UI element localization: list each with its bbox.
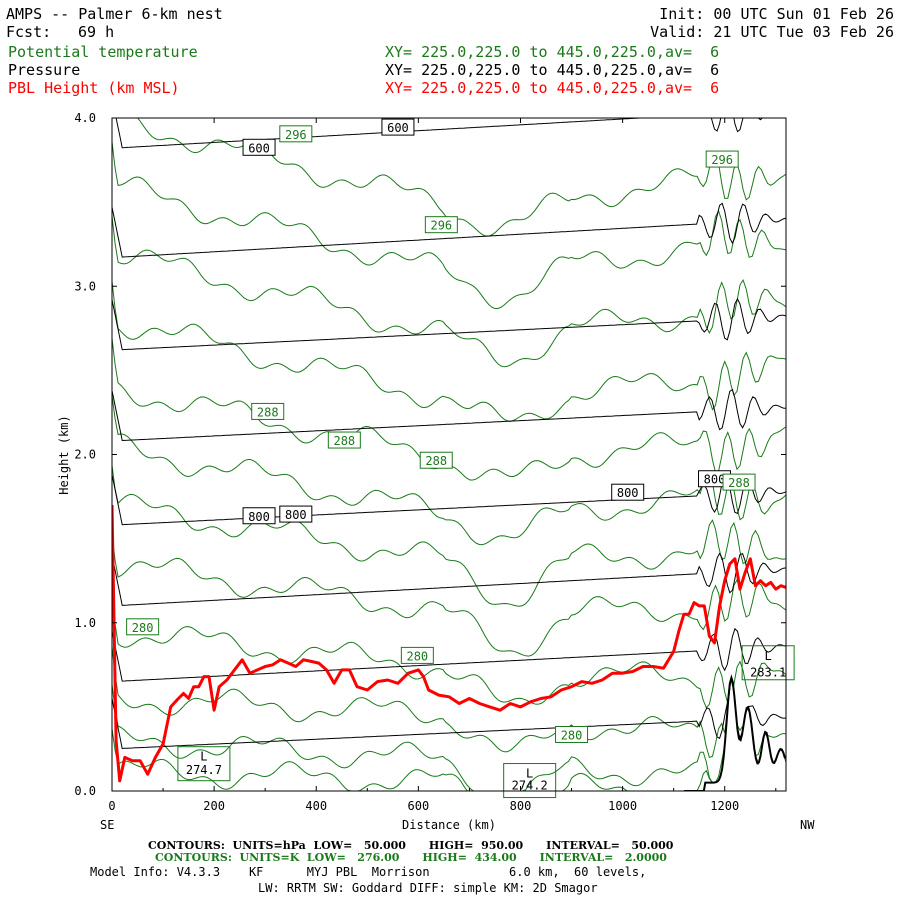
pbl-height-series [112, 504, 786, 783]
theta-label-box [279, 125, 313, 143]
pressure-label-box [242, 507, 276, 525]
pressure-contour [112, 552, 786, 606]
x-tick-label: 0 [108, 799, 115, 813]
low-label-box [177, 746, 231, 782]
theta-label-box [251, 402, 285, 420]
low-label: 274.2 [512, 778, 548, 792]
theta-contour [112, 534, 786, 657]
pressure-contour [112, 473, 786, 526]
axes: 0 200 400 600 800 1000 1200 0.0 1.0 2.0 3.0 4.0 [74, 111, 786, 813]
field-name-pressure: Pressure [8, 61, 80, 79]
pressure-contour [112, 202, 786, 258]
pbl-height-line [112, 504, 786, 783]
x-start-label: SE [100, 818, 114, 832]
theta-contour-label: 288 [257, 405, 279, 419]
chart-title: AMPS -- Palmer 6-km nest [6, 5, 223, 23]
theta-contour [112, 595, 786, 709]
theta-contour-label: 296 [430, 219, 452, 233]
footer-physics-info: LW: RRTM SW: Goddard DIFF: simple KM: 2D… [258, 881, 598, 895]
field-xy-pbl: XY= 225.0,225.0 to 445.0,225.0,av= 6 [385, 79, 719, 97]
terrain-line [683, 674, 786, 791]
contour-labels: 600 600 800 800 800 800 296 296 296 288 288 288 288 2… [126, 118, 795, 799]
pressure-label-box [611, 483, 645, 501]
theta-contour-label: 288 [728, 476, 750, 490]
low-label: L [200, 750, 207, 764]
pressure-contour-label: 600 [248, 141, 270, 155]
footer-model-info: Model Info: V4.3.3 KF MYJ PBL Morrison 6… [90, 865, 646, 879]
theta-contour [112, 141, 786, 309]
theta-label-box [722, 473, 756, 491]
low-label: L [765, 649, 772, 663]
low-label-box [503, 763, 557, 799]
pressure-contour [112, 388, 786, 442]
field-xy-pressure: XY= 225.0,225.0 to 445.0,225.0,av= 6 [385, 61, 719, 79]
theta-contours [112, 118, 786, 791]
theta-contour-label: 296 [285, 128, 307, 142]
theta-contour [112, 646, 786, 759]
pressure-label-box [279, 505, 313, 523]
footer-theta-contours: CONTOURS: UNITS=K LOW= 276.00 HIGH= 434.… [155, 851, 667, 864]
pressure-contour-label: 800 [248, 510, 270, 524]
theta-contour-label: 296 [711, 153, 733, 167]
field-name-theta: Potential temperature [8, 43, 198, 61]
field-name-pbl: PBL Height (km MSL) [8, 79, 180, 97]
pressure-contour [115, 118, 763, 149]
theta-contour-label: 280 [132, 621, 154, 635]
footer-pressure-contours: CONTOURS: UNITS=hPa LOW= 50.000 HIGH= 95… [148, 839, 674, 852]
x-axis-label: Distance (km) [402, 818, 496, 832]
init-time: Init: 00 UTC Sun 01 Feb 26 [659, 5, 894, 23]
x-end-label: NW [800, 818, 815, 832]
y-tick-label: 1.0 [74, 616, 96, 630]
theta-contour-label: 288 [333, 434, 355, 448]
theta-contour [112, 678, 786, 791]
theta-label-box [327, 431, 361, 449]
theta-contour [112, 395, 786, 546]
forecast-label: Fcst: [6, 23, 51, 41]
pressure-contour [112, 297, 786, 351]
pressure-label-box [381, 118, 415, 136]
y-tick-label: 2.0 [74, 448, 96, 462]
theta-contour [112, 216, 786, 368]
x-tick-label: 800 [510, 799, 532, 813]
forecast-value: 69 h [78, 23, 114, 41]
low-label: 283.1 [750, 666, 786, 680]
y-tick-label: 0.0 [74, 784, 96, 798]
pressure-contour [112, 678, 786, 750]
theta-contour-label: 280 [406, 649, 428, 663]
theta-label-box [126, 618, 160, 636]
theta-contour [112, 678, 786, 791]
theta-contour-label: 288 [425, 454, 447, 468]
x-tick-label: 600 [408, 799, 430, 813]
pressure-contour-label: 800 [704, 473, 726, 487]
y-tick-label: 4.0 [74, 111, 96, 125]
x-tick-label: 400 [305, 799, 327, 813]
low-label: L [526, 767, 533, 781]
y-axis-label: Height (km) [57, 415, 71, 494]
x-tick-label: 1200 [710, 799, 739, 813]
low-label-box [741, 645, 795, 681]
theta-label-box [555, 725, 589, 743]
theta-contour [112, 281, 786, 422]
x-tick-label: 1000 [608, 799, 637, 813]
x-tick-label: 200 [203, 799, 225, 813]
theta-contour [112, 465, 786, 607]
pressure-label-box [242, 138, 276, 156]
field-xy-theta: XY= 225.0,225.0 to 445.0,225.0,av= 6 [385, 43, 719, 61]
theta-label-box [424, 216, 458, 234]
low-label: 274.7 [186, 763, 222, 777]
theta-label-box [705, 150, 739, 168]
y-tick-label: 3.0 [74, 279, 96, 293]
theta-label-box [400, 646, 434, 664]
pressure-contour-label: 800 [617, 486, 639, 500]
pressure-contours [112, 118, 786, 750]
pressure-contour-label: 600 [387, 121, 409, 135]
terrain-profile [683, 674, 786, 791]
theta-label-box [419, 451, 453, 469]
theta-contour-label: 280 [561, 728, 583, 742]
pressure-contour-label: 800 [285, 508, 307, 522]
valid-time: Valid: 21 UTC Tue 03 Feb 26 [650, 23, 894, 41]
pressure-contour [112, 627, 786, 682]
